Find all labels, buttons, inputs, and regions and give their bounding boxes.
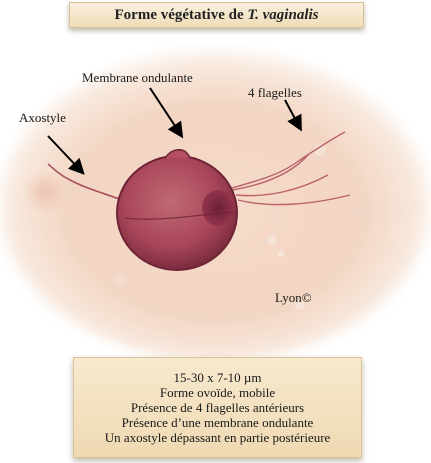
description-line: Présence d’une membrane ondulante xyxy=(121,415,314,430)
membrane-label: Membrane ondulante xyxy=(82,70,193,85)
description-line: Forme ovoïde, mobile xyxy=(159,385,276,400)
membrane-arrow xyxy=(149,87,184,139)
figure-title: Forme végétative de T. vaginalis xyxy=(69,2,364,28)
axostyle-arrow xyxy=(47,135,85,175)
micrograph-image xyxy=(0,50,430,360)
flagelles-label: 4 flagelles xyxy=(248,85,302,100)
credit-label: Lyon© xyxy=(275,290,312,305)
trichomonas-cell xyxy=(116,149,238,271)
title-species: T. vaginalis xyxy=(247,6,319,23)
annotation-arrows xyxy=(47,87,302,175)
nucleus xyxy=(202,190,234,226)
description-line: Un axostyle dépassant en partie postérie… xyxy=(104,430,331,445)
background-debris xyxy=(31,144,368,332)
axostyle-label: Axostyle xyxy=(19,110,66,125)
flagelles-arrow xyxy=(284,99,302,132)
flagella xyxy=(231,131,351,206)
title-prefix: Forme végétative de xyxy=(114,6,244,23)
description-line: Présence de 4 flagelles antérieurs xyxy=(130,400,305,415)
description-box: 15-30 x 7-10 µm Forme ovoïde, mobile Pré… xyxy=(73,357,362,458)
description-line: 15-30 x 7-10 µm xyxy=(173,370,262,385)
axostyle-structure xyxy=(47,163,123,201)
